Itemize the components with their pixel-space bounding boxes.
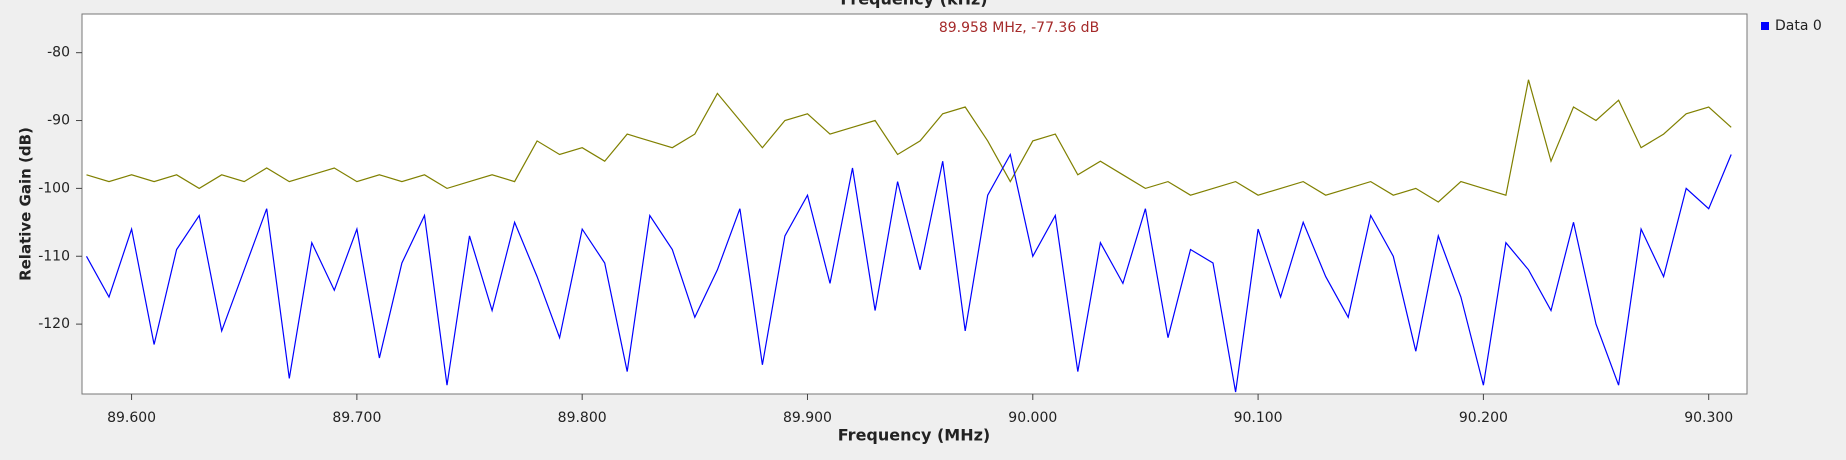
plot-area bbox=[81, 13, 1748, 395]
series-line bbox=[85, 152, 1732, 393]
x-tick-label: 89.900 bbox=[783, 410, 832, 426]
x-tick-label: 89.700 bbox=[332, 410, 381, 426]
legend-swatch bbox=[1761, 22, 1769, 30]
y-tick-label: -120 bbox=[38, 316, 70, 332]
chart-title: Frequency (kHz) bbox=[840, 0, 987, 9]
x-tick-label: 90.200 bbox=[1459, 410, 1508, 426]
x-tick-label: 90.300 bbox=[1684, 410, 1733, 426]
x-tick-label: 89.800 bbox=[558, 410, 607, 426]
y-tick-label: -80 bbox=[47, 45, 70, 61]
y-tick-label: -100 bbox=[38, 180, 70, 196]
series-line bbox=[86, 79, 1732, 203]
annotation: 89.958 MHz, -77.36 dB bbox=[939, 20, 1099, 36]
x-tick-label: 89.600 bbox=[107, 410, 156, 426]
y-axis-label: Relative Gain (dB) bbox=[17, 127, 35, 281]
x-axis-label: Frequency (MHz) bbox=[838, 426, 990, 445]
x-tick-label: 90.100 bbox=[1234, 410, 1283, 426]
x-tick-label: 90.000 bbox=[1008, 410, 1057, 426]
legend-label: Data 0 bbox=[1775, 18, 1822, 34]
y-tick-label: -110 bbox=[38, 248, 70, 264]
y-tick-label: -90 bbox=[47, 113, 70, 129]
